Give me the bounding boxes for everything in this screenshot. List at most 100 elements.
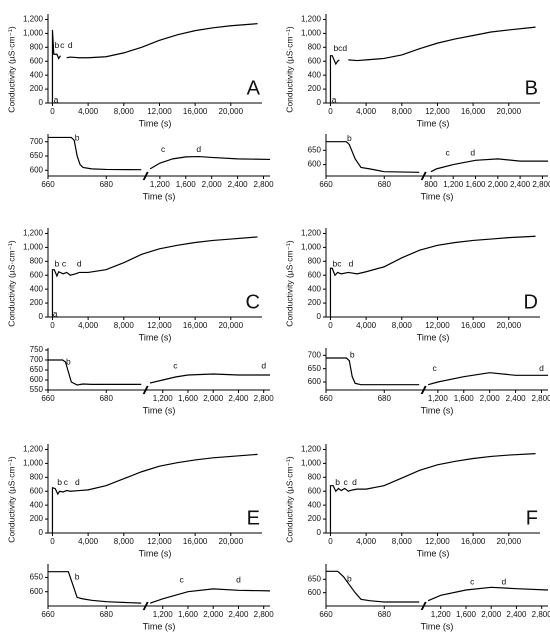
zoom-panel: 600 650 700 660 680 1,200 1,600 2,000 2,400 2,800… <box>30 133 274 202</box>
point-annotation: c <box>432 363 437 373</box>
point-annotation: c <box>173 360 178 370</box>
axis-break <box>421 601 427 611</box>
y-tick-label: 550 <box>30 385 44 394</box>
x-tick-label: 20,000 <box>497 321 522 330</box>
zoom-panel: 600 650 660 680 800 1,2001,6002,0002,4002,800… <box>308 133 550 201</box>
y-tick-label: 750 <box>30 345 44 354</box>
x-tick-label: 0 <box>328 537 333 546</box>
y-axis-label: Conductivity (µS·cm⁻¹) <box>284 240 294 327</box>
point-annotation: a <box>53 308 58 318</box>
axis-break <box>142 385 148 395</box>
point-annotation: d <box>470 147 475 157</box>
main-panel: 0 200 400 600 800 1,000 1,200 0 4,000 8,000 12,000… <box>6 14 262 128</box>
y-tick-label: 800 <box>308 472 322 481</box>
x-tick-label: 2,400 <box>228 180 249 189</box>
data-line <box>329 453 536 533</box>
x-tick-label: 800 <box>424 180 438 189</box>
x-tick-label: 2,400 <box>228 610 249 619</box>
x-tick-label: 680 <box>100 394 114 403</box>
x-tick-label: 12,000 <box>425 107 450 116</box>
data-line <box>326 141 420 173</box>
y-tick-label: 400 <box>308 70 322 79</box>
data-line <box>427 372 548 386</box>
x-tick-label: 8,000 <box>114 107 135 116</box>
x-tick-label: 1,200 <box>428 394 449 403</box>
y-tick-label: 600 <box>30 270 44 279</box>
y-tick-label: 0 <box>317 528 322 537</box>
y-tick-label: 650 <box>308 364 322 373</box>
x-tick-label: 680 <box>100 610 114 619</box>
x-tick-label: 20,000 <box>219 537 244 546</box>
x-axis-label: Time (s) <box>417 332 450 342</box>
y-tick-label: 200 <box>308 84 322 93</box>
axis-break <box>420 171 426 181</box>
point-annotation: d <box>501 576 506 586</box>
point-annotation: c <box>343 477 348 487</box>
x-tick-label: 660 <box>41 180 55 189</box>
x-tick-label: 680 <box>378 610 392 619</box>
y-tick-label: 1,200 <box>301 229 322 238</box>
x-tick-label: 16,000 <box>461 107 486 116</box>
axis-break <box>420 385 426 395</box>
x-tick-label: 16,000 <box>461 537 486 546</box>
x-tick-label: 2,000 <box>203 610 224 619</box>
x-tick-label: 1,600 <box>454 394 475 403</box>
point-annotation: c <box>446 147 451 157</box>
panel-letter: D <box>524 291 538 313</box>
zoom-panel: 600 650 700 660 680 1,200 1,600 2,000 2,400 2,800… <box>308 348 550 415</box>
point-annotation: b <box>75 572 80 582</box>
x-tick-label: 12,000 <box>147 321 172 330</box>
point-annotation: b <box>55 258 60 268</box>
panel-letter: A <box>247 77 261 99</box>
data-line <box>427 586 549 602</box>
x-tick-label: 2,800 <box>532 180 550 189</box>
zoom-panel: 600 650 660 680 1,200 1,600 2,000 2,400 2,800 Tim… <box>30 564 274 631</box>
y-tick-label: 650 <box>308 574 322 583</box>
data-line <box>66 23 258 59</box>
y-tick-label: 1,200 <box>23 445 44 454</box>
axis-break <box>420 601 426 611</box>
x-tick-label: 4,000 <box>78 107 99 116</box>
point-annotation: d <box>342 43 347 53</box>
x-tick-label: 4,000 <box>78 537 99 546</box>
main-panel: 0 200 400 600 800 1,000 1,200 0 4,000 8,000 12,000… <box>284 14 540 128</box>
x-axis-label: Time (s) <box>421 191 454 201</box>
x-axis-label: Time (s) <box>143 191 176 201</box>
y-tick-label: 1,200 <box>23 229 44 238</box>
y-tick-label: 600 <box>30 375 44 384</box>
y-axis-label: Conductivity (µS·cm⁻¹) <box>6 456 16 543</box>
point-annotation: d <box>236 575 241 585</box>
y-tick-label: 800 <box>30 256 44 265</box>
data-line <box>326 357 420 386</box>
y-tick-label: 800 <box>308 256 322 265</box>
x-axis-label: Time (s) <box>139 118 172 128</box>
y-tick-label: 200 <box>30 84 44 93</box>
x-axis-label: Time (s) <box>143 621 176 631</box>
data-line <box>48 136 142 171</box>
y-tick-label: 1,200 <box>301 15 322 24</box>
y-tick-label: 700 <box>308 350 322 359</box>
point-annotation: c <box>64 477 69 487</box>
x-tick-label: 20,000 <box>497 537 522 546</box>
y-tick-label: 600 <box>30 486 44 495</box>
x-tick-label: 2,800 <box>532 394 550 403</box>
x-tick-label: 1,200 <box>150 180 171 189</box>
x-tick-label: 1,600 <box>178 394 199 403</box>
data-line <box>51 453 258 533</box>
x-tick-label: 2,400 <box>228 394 249 403</box>
y-tick-label: 400 <box>30 70 44 79</box>
main-panel: 0 200 400 600 800 1,000 1,200 0 4,000 8,000 12,000… <box>6 444 262 558</box>
x-tick-label: 8,000 <box>392 537 413 546</box>
y-tick-label: 400 <box>308 284 322 293</box>
y-tick-label: 200 <box>308 298 322 307</box>
x-tick-label: 2,800 <box>532 610 550 619</box>
point-annotation: d <box>75 477 80 487</box>
y-tick-label: 0 <box>317 312 322 321</box>
x-tick-label: 8,000 <box>392 321 413 330</box>
data-line <box>48 571 142 604</box>
y-axis-label: Conductivity (µS·cm⁻¹) <box>6 26 16 113</box>
x-tick-label: 0 <box>328 107 333 116</box>
x-tick-label: 2,800 <box>254 394 275 403</box>
x-tick-label: 16,000 <box>183 537 208 546</box>
